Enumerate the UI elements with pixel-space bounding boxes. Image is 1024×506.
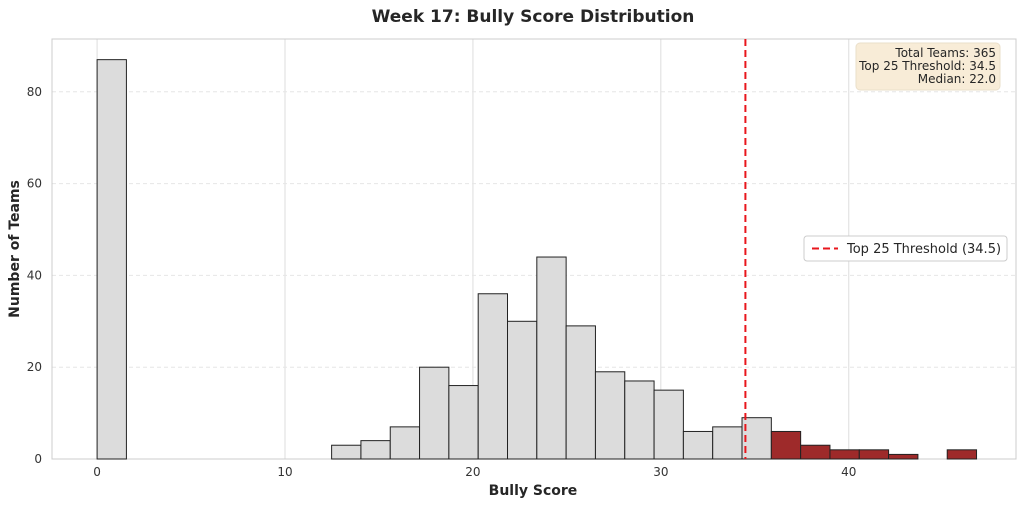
histogram-bar [741,417,772,460]
stats-box-background [855,42,1001,91]
histogram-bar [419,366,450,460]
histogram-bar [536,256,567,460]
histogram-bar [507,320,538,460]
histogram-bar-top25 [888,453,919,460]
histogram-bar-top25 [800,444,831,460]
histogram-bar [477,293,509,460]
stats-line: Top 25 Threshold: 34.5 [858,59,996,73]
y-tick-label: 60 [27,177,42,191]
histogram-bar [682,430,714,460]
histogram-bar [360,440,391,460]
histogram-bar [653,389,684,460]
x-axis-ticks: 0 10 20 30 40 [93,465,856,479]
histogram-bar [448,385,479,460]
bars [96,59,978,460]
histogram-bar [565,325,596,460]
y-axis-ticks: 0 20 40 60 80 [27,85,42,466]
histogram-bar-top25 [858,449,890,460]
x-tick-label: 20 [465,465,480,479]
legend-box [803,235,1008,262]
x-tick-label: 30 [653,465,668,479]
x-tick-label: 40 [841,465,856,479]
y-tick-label: 0 [34,452,42,466]
histogram-bar-top25 [770,430,802,460]
histogram-bar [389,426,421,460]
histogram-bar-top25 [829,449,860,460]
x-axis-label: Bully Score [489,483,578,499]
histogram-bar [712,426,743,460]
chart-title: Week 17: Bully Score Distribution [372,7,695,27]
histogram-bar [624,380,655,460]
x-tick-label: 0 [93,465,101,479]
y-tick-label: 20 [27,360,42,374]
histogram-bar [594,371,626,460]
stats-line: Total Teams: 365 [894,46,996,60]
legend: Top 25 Threshold (34.5) [803,235,1008,262]
x-tick-label: 10 [277,465,292,479]
histogram-bar [331,444,362,460]
y-tick-label: 80 [27,85,42,99]
y-axis-label: Number of Teams [7,180,23,318]
histogram-bar [96,59,127,460]
histogram-bar-top25 [946,449,978,460]
y-tick-label: 40 [27,268,42,282]
stats-line: Median: 22.0 [918,72,996,86]
legend-label: Top 25 Threshold (34.5) [846,242,1001,257]
